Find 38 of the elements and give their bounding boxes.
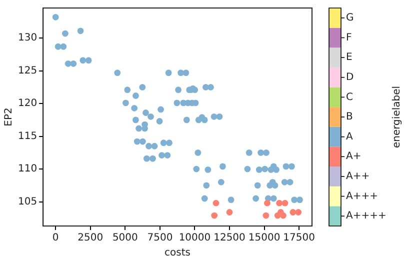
y-tick-label: 130 [18, 32, 38, 44]
legend-label: E [346, 52, 352, 64]
x-tick-label: 17500 [283, 232, 315, 244]
point [211, 212, 218, 219]
point [262, 212, 270, 219]
y-tick-label: 115 [18, 130, 38, 142]
point [264, 200, 270, 206]
y-axis-title: EP2 [4, 108, 15, 126]
legend-label: A++ [346, 171, 370, 182]
x-tick-label: 0 [52, 232, 59, 244]
legend-label: A++++ [346, 210, 386, 222]
y-tick-label: 110 [18, 164, 38, 175]
legend-label: A+ [346, 151, 362, 162]
y-tick-label: 105 [18, 196, 38, 208]
legend-label: A+++ [346, 190, 378, 202]
x-tick-label: 7500 [147, 232, 173, 244]
legend-label: B [346, 112, 353, 123]
x-tick-label: 12500 [214, 232, 246, 244]
point [295, 209, 302, 216]
point [282, 200, 288, 206]
legend-label: A [346, 131, 353, 142]
x-tick-label: 10000 [178, 232, 211, 244]
point [290, 209, 296, 216]
point [212, 200, 220, 206]
legend-label: F [346, 32, 352, 44]
point [280, 212, 286, 219]
x-tick-label: 5000 [112, 232, 138, 244]
point [226, 209, 233, 216]
legend-label: D [346, 72, 354, 83]
x-tick-label: 15000 [248, 232, 280, 244]
y-tick-label: 125 [18, 65, 38, 76]
legend-label: C [346, 92, 353, 103]
legend-title: energielabel [392, 86, 403, 148]
y-tick-label: 120 [18, 98, 38, 110]
x-tick-label: 2500 [78, 232, 104, 244]
legend-label: G [346, 12, 354, 24]
x-axis-title: costs [164, 248, 191, 259]
point [276, 200, 283, 206]
